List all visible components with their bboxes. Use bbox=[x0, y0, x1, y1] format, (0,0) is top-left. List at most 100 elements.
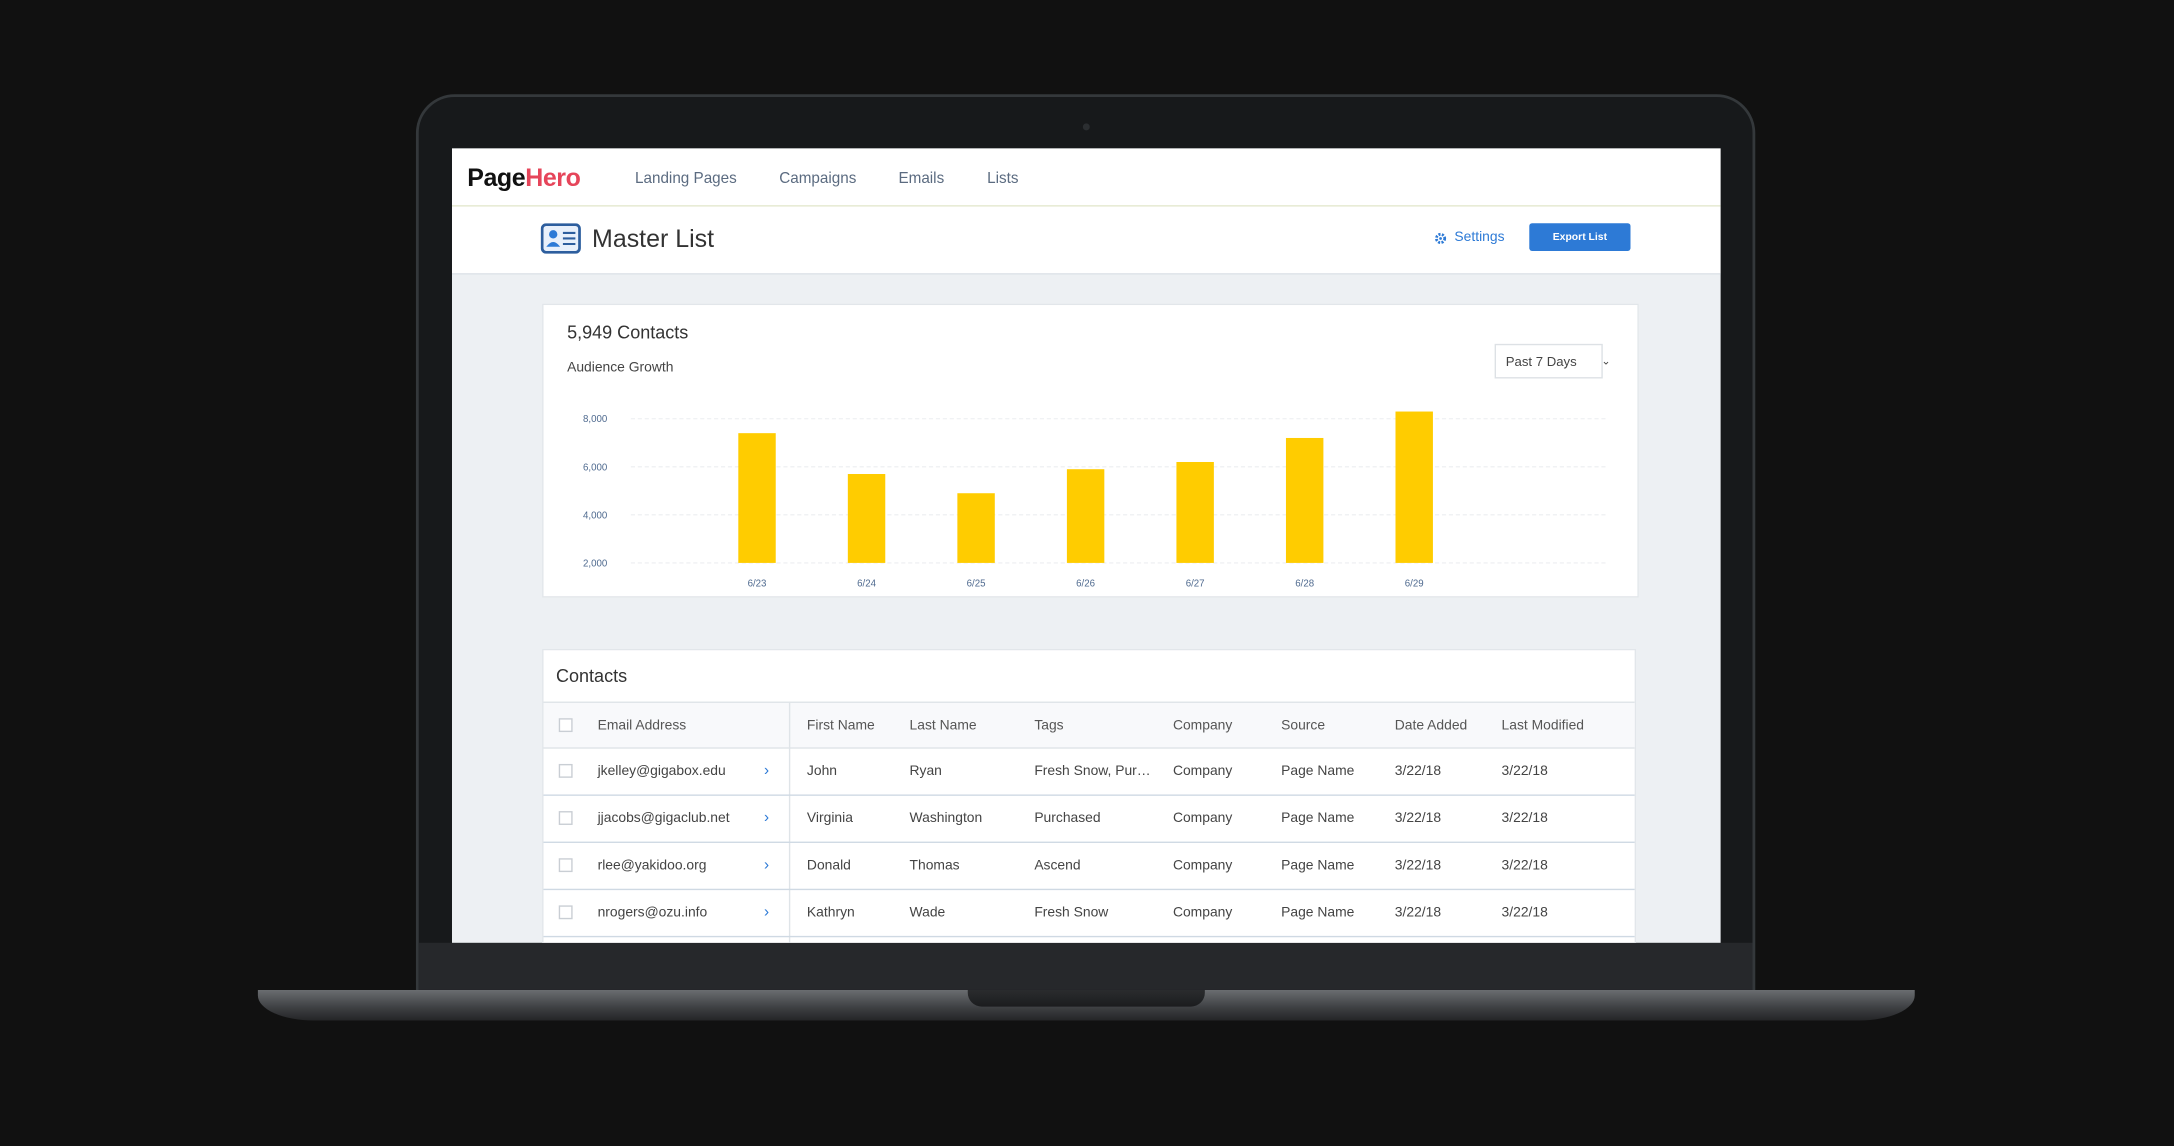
y-tick-label: 4,000 bbox=[583, 510, 608, 521]
chart: 2,000 4,000 6,000 8,000 6/23 6/24 6/25 6/26 6/27… bbox=[583, 411, 1609, 589]
table-cell: 3/22/18 bbox=[1501, 858, 1548, 874]
bar bbox=[738, 433, 776, 563]
row-checkbox[interactable] bbox=[558, 811, 573, 825]
table-cell: Ascend bbox=[1034, 858, 1081, 874]
table-cell: Company bbox=[1172, 763, 1233, 780]
table-row: › jjacobs@gigaclub.net Virginia Washington P… bbox=[543, 796, 1635, 843]
table-cell: jjacobs@gigaclub.net bbox=[597, 811, 730, 827]
logo-part: Page bbox=[467, 163, 526, 192]
bar bbox=[1066, 469, 1105, 563]
range-label: Past 7 Days bbox=[1505, 354, 1577, 371]
column-header: First Name bbox=[806, 718, 875, 734]
gear-icon bbox=[1435, 232, 1447, 245]
camera bbox=[1082, 123, 1090, 131]
table-cell: Page Name bbox=[1281, 905, 1355, 921]
table-cell: 3/22/18 bbox=[1394, 763, 1442, 780]
table-cell: Donald bbox=[806, 858, 851, 874]
table-cell: Washington bbox=[909, 811, 983, 827]
table-cell: John bbox=[806, 763, 838, 780]
table-cell: Fresh Snow, Pur… bbox=[1034, 763, 1151, 780]
row-arrow[interactable]: › bbox=[763, 856, 770, 874]
contacts-card: Contacts Email Address First Name Last Nam… bbox=[542, 648, 1637, 943]
column-divider bbox=[788, 701, 791, 943]
table-cell: Kathryn bbox=[806, 905, 855, 921]
contact-count: 5,949 Contacts bbox=[567, 321, 689, 343]
column-header: Date Added bbox=[1394, 718, 1468, 734]
header-checkbox[interactable] bbox=[558, 718, 573, 733]
bar bbox=[847, 474, 886, 563]
dropdown-caret: ⌄ bbox=[1601, 354, 1611, 368]
table-cell: 3/22/18 bbox=[1394, 905, 1442, 921]
bar bbox=[1285, 437, 1324, 563]
logo-part: Hero bbox=[525, 163, 581, 192]
range-dropdown[interactable]: Past 7 Days ⌄ bbox=[1494, 343, 1611, 379]
table-cell: Purchased bbox=[1034, 811, 1101, 827]
column-header: Email Address bbox=[597, 718, 687, 734]
nav-link[interactable]: Lists bbox=[987, 170, 1019, 188]
column-header: Source bbox=[1281, 718, 1326, 734]
x-tick-label: 6/28 bbox=[1295, 578, 1314, 589]
table-cell: Fresh Snow bbox=[1034, 905, 1109, 921]
laptop-chin bbox=[418, 942, 1753, 990]
logo[interactable]: PageHero bbox=[467, 163, 581, 193]
list-icon bbox=[540, 223, 581, 254]
bar bbox=[1395, 411, 1433, 563]
screen: PageHero Landing Pages Campaigns Emails Lis… bbox=[451, 148, 1721, 943]
table-cell: 3/22/18 bbox=[1501, 763, 1548, 780]
page-title: Master List bbox=[592, 224, 715, 253]
table-row: › nrogers@ozu.info Kathryn Wade Fresh Snow Co… bbox=[543, 890, 1635, 938]
nav-link[interactable]: Emails bbox=[898, 170, 945, 188]
contacts-title: Contacts bbox=[555, 665, 628, 687]
table-row: › rlee@yakidoo.org Donald Thomas Ascend Compa… bbox=[543, 843, 1635, 891]
table-cell: Ryan bbox=[909, 763, 942, 780]
bar bbox=[1176, 461, 1214, 563]
y-tick-label: 8,000 bbox=[583, 414, 608, 425]
table-cell: rlee@yakidoo.org bbox=[597, 858, 707, 874]
table-cell: Page Name bbox=[1281, 811, 1355, 827]
table-cell: Virginia bbox=[806, 811, 853, 827]
nav-link[interactable]: Landing Pages bbox=[635, 170, 737, 188]
row-arrow[interactable]: › bbox=[763, 762, 770, 780]
export-button[interactable]: Export List bbox=[1529, 223, 1631, 251]
row-arrow[interactable]: › bbox=[763, 903, 770, 921]
row-checkbox[interactable] bbox=[558, 905, 573, 920]
table-cell: 3/22/18 bbox=[1501, 905, 1548, 921]
table-cell: Wade bbox=[909, 905, 946, 921]
laptop-notch bbox=[967, 989, 1205, 1007]
column-header: Tags bbox=[1034, 718, 1064, 734]
table-row bbox=[544, 937, 1635, 943]
column-header: Company bbox=[1172, 718, 1233, 734]
table-cell: Company bbox=[1172, 905, 1233, 921]
y-tick-label: 2,000 bbox=[583, 558, 608, 569]
row-arrow[interactable]: › bbox=[763, 809, 770, 827]
row-checkbox[interactable] bbox=[558, 763, 573, 778]
table-cell: nrogers@ozu.info bbox=[597, 905, 708, 921]
y-tick-label: 6,000 bbox=[583, 462, 608, 473]
table-cell: jkelley@gigabox.edu bbox=[597, 763, 726, 780]
x-tick-label: 6/23 bbox=[748, 578, 767, 589]
table-cell: Company bbox=[1172, 811, 1233, 827]
x-tick-label: 6/25 bbox=[967, 578, 986, 589]
table-header: Email Address First Name Last Name Tags Comp… bbox=[543, 701, 1635, 749]
x-tick-label: 6/29 bbox=[1405, 578, 1424, 589]
table-cell: 3/22/18 bbox=[1501, 811, 1548, 827]
top-nav: PageHero Landing Pages Campaigns Emails Lis… bbox=[451, 148, 1721, 207]
table-cell: 3/22/18 bbox=[1394, 811, 1442, 827]
table-cell: Page Name bbox=[1281, 763, 1355, 780]
column-header: Last Name bbox=[909, 718, 977, 734]
page-header: Master List Settings Export List bbox=[451, 206, 1721, 275]
table-row: › jkelley@gigabox.edu John Ryan Fresh Snow, … bbox=[543, 749, 1635, 796]
x-tick-label: 6/27 bbox=[1186, 578, 1205, 589]
bar bbox=[957, 493, 995, 563]
settings-link[interactable]: Settings bbox=[1454, 230, 1505, 246]
table-cell: 3/22/18 bbox=[1394, 858, 1442, 874]
x-tick-label: 6/24 bbox=[857, 578, 876, 589]
row-checkbox[interactable] bbox=[558, 858, 573, 873]
nav-link[interactable]: Campaigns bbox=[779, 170, 857, 188]
chart-subtitle: Audience Growth bbox=[567, 360, 674, 376]
table-cell: Page Name bbox=[1281, 858, 1355, 874]
table-cell: Company bbox=[1172, 858, 1233, 874]
x-tick-label: 6/26 bbox=[1076, 578, 1095, 589]
